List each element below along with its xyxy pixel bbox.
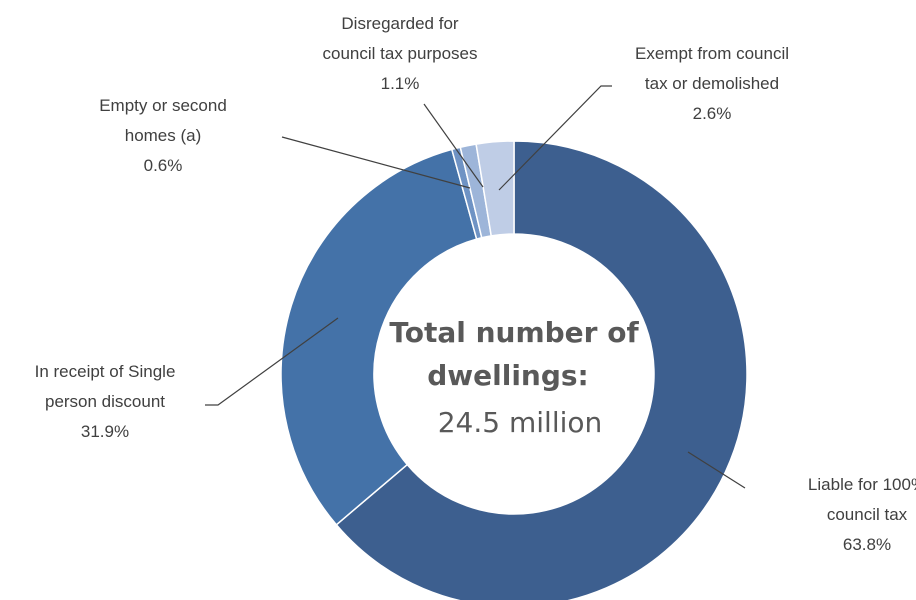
center-title-line-2: dwellings:: [427, 359, 589, 392]
leader-line-empty-or-second-homes-a: [281, 136, 471, 189]
slice-category-label: In receipt of Single: [35, 362, 176, 381]
leader-line-disregarded-for-council-tax-purposes: [423, 103, 484, 188]
slice-exempt-from-council-tax-or-demolished: [475, 140, 515, 237]
leader-lines: [205, 85, 746, 489]
leader-line-in-receipt-of-single-person-discount: [205, 317, 339, 406]
slice-value-label: 63.8%: [843, 535, 891, 554]
slice-category-label: tax or demolished: [645, 74, 779, 93]
slice-category-label: homes (a): [125, 126, 202, 145]
slice-value-label: 0.6%: [144, 156, 183, 175]
slice-liable-for-100-council-tax: [335, 140, 748, 600]
center-label: Total number of dwellings: 24.5 million: [389, 316, 639, 439]
slice-value-label: 31.9%: [81, 422, 129, 441]
slice-category-label: council tax: [827, 505, 908, 524]
slice-category-label: council tax purposes: [323, 44, 478, 63]
slice-category-label: Liable for 100%: [808, 475, 916, 494]
slice-category-label: Disregarded for: [341, 14, 459, 33]
center-total-value: 24.5 million: [438, 406, 603, 439]
leader-line-liable-for-100-council-tax: [687, 451, 746, 489]
slice-in-receipt-of-single-person-discount: [280, 148, 478, 526]
slices-group: [280, 140, 748, 600]
slice-value-label: 2.6%: [693, 104, 732, 123]
slice-value-label: 1.1%: [381, 74, 420, 93]
leader-line-exempt-from-council-tax-or-demolished: [498, 85, 612, 191]
slice-category-label: Exempt from council: [635, 44, 789, 63]
center-title-line-1: Total number of: [389, 316, 639, 349]
slice-category-label: Empty or second: [99, 96, 227, 115]
slice-category-label: person discount: [45, 392, 165, 411]
slice-labels: Liable for 100% council tax 63.8% In receip…: [35, 14, 916, 554]
